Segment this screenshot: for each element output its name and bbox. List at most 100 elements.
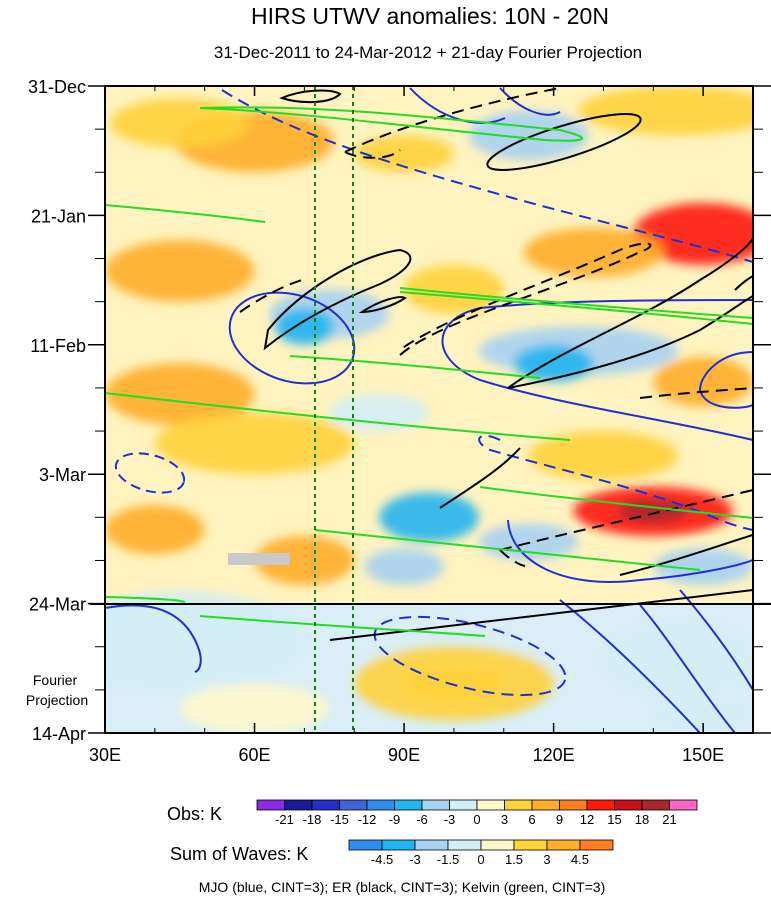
er-contour-positive [507, 295, 753, 389]
kelvin-contour [105, 596, 186, 603]
x-tick-label: 30E [89, 745, 121, 765]
mjo-contour-positive [639, 604, 736, 733]
x-tick-label: 90E [388, 745, 420, 765]
anomaly-blob [329, 394, 429, 432]
colorbar-swatch [480, 839, 515, 851]
er-contour-negative [499, 549, 526, 567]
er-contour-negative [399, 242, 652, 356]
colorbar-tick-label: 9 [556, 812, 563, 827]
colorbar-tick-label: -21 [275, 812, 294, 827]
anomaly-blob [254, 535, 355, 586]
er-contour-negative [639, 387, 753, 399]
colorbar-swatch [669, 799, 698, 811]
anomaly-blob [578, 86, 753, 136]
colorbar-swatch [421, 799, 450, 811]
colorbar-tick-label: 1.5 [505, 852, 523, 867]
colorbar-swatch [311, 799, 340, 811]
waves-colorbar-label: Sum of Waves: K [170, 844, 308, 864]
kelvin-contour [314, 529, 701, 571]
kelvin-contour [105, 204, 266, 223]
er-contour-positive [279, 89, 342, 104]
y-tick-label: 21-Jan [31, 206, 86, 226]
colorbar-swatch [641, 799, 670, 811]
colorbar-tick-label: 3 [543, 852, 550, 867]
colorbar-swatch [476, 799, 505, 811]
colorbar-swatch [579, 839, 614, 851]
plot-frame [104, 85, 754, 734]
mjo-contour-positive [441, 299, 753, 441]
colorbar-tick-label: -1.5 [437, 852, 459, 867]
waves-colorbar: -4.5 -3 -1.5 0 1.5 3 4.5 [348, 839, 614, 867]
kelvin-contour [479, 486, 753, 519]
anomaly-blob [653, 357, 753, 407]
colorbar-swatch [531, 799, 560, 811]
mjo-contour-positive [499, 87, 561, 116]
chart-title: HIRS UTWV anomalies: 10N - 20N [251, 3, 609, 29]
anomaly-blobs [105, 86, 753, 733]
colorbar-swatch [348, 839, 383, 851]
anomaly-blob [364, 548, 444, 586]
anomaly-blob [404, 264, 504, 314]
colorbar-tick-label: -9 [389, 812, 401, 827]
colorbar-swatch [381, 839, 416, 851]
mjo-contour-negative [478, 434, 753, 531]
fourier-projection-label-line2: Projection [26, 692, 88, 708]
anomaly-blob [105, 591, 305, 690]
anomaly-blob [179, 683, 330, 733]
anomaly-blob [105, 363, 255, 425]
x-tick-label: 150E [682, 745, 724, 765]
y-tick-label: 3-Mar [39, 465, 86, 485]
colorbar-swatch [449, 799, 478, 811]
anomaly-blob [105, 240, 255, 302]
x-tick-label: 60E [239, 745, 271, 765]
anomaly-blob [404, 665, 504, 703]
mjo-contour-positive [559, 599, 701, 733]
colorbar-swatch [513, 839, 548, 851]
anomaly-blob [109, 98, 250, 148]
fourier-projection-label: Fourier Projection [26, 672, 88, 708]
colorbar-tick-label: 0 [477, 852, 484, 867]
anomaly-blob [274, 307, 335, 345]
kelvin-contour [399, 291, 753, 325]
y-tick-label: 14-Apr [32, 724, 86, 744]
anomaly-blob [528, 431, 679, 481]
colorbar-swatch [256, 799, 285, 811]
er-contour-positive [619, 534, 753, 576]
er-contour-positive [358, 296, 407, 314]
mjo-contour-positive [507, 519, 753, 583]
colorbar-swatch [504, 799, 533, 811]
colorbar-tick-label: -15 [330, 812, 349, 827]
x-axis: 30E 60E 90E 120E 150E [89, 86, 724, 765]
mjo-contour-positive [228, 291, 356, 385]
kelvin-contour [199, 106, 584, 142]
colorbar-swatch [366, 799, 395, 811]
kelvin-contour [105, 392, 571, 441]
colorbar-swatch [284, 799, 313, 811]
plot-area [104, 85, 754, 734]
anomaly-blob [523, 227, 664, 278]
er-contour-positive [329, 589, 753, 641]
colorbar-tick-label: 6 [528, 812, 535, 827]
kelvin-contour [399, 287, 753, 319]
x-tick-label: 120E [533, 745, 575, 765]
er-contour-positive [263, 248, 412, 351]
colorbar-tick-label: -3 [409, 852, 421, 867]
er-contour-positive [507, 237, 753, 389]
kelvin-contour [289, 355, 541, 379]
anomaly-blob [618, 498, 689, 524]
colorbar-tick-label: 15 [607, 812, 621, 827]
missing-data-patch [228, 553, 290, 565]
y-tick-label: 11-Feb [30, 336, 86, 356]
colorbar-tick-label: -6 [416, 812, 428, 827]
anomaly-blob [513, 344, 594, 382]
er-contour-negative [239, 279, 303, 313]
colorbar-tick-label: -4.5 [371, 852, 393, 867]
mjo-contour-positive [698, 351, 753, 409]
anomaly-blob [154, 412, 355, 475]
anomaly-field [105, 86, 753, 733]
kelvin-contour [199, 615, 486, 637]
y-tick-label: 31-Dec [28, 77, 86, 97]
mjo-contour-negative [373, 615, 567, 697]
colorbar-tick-label: 4.5 [571, 852, 589, 867]
